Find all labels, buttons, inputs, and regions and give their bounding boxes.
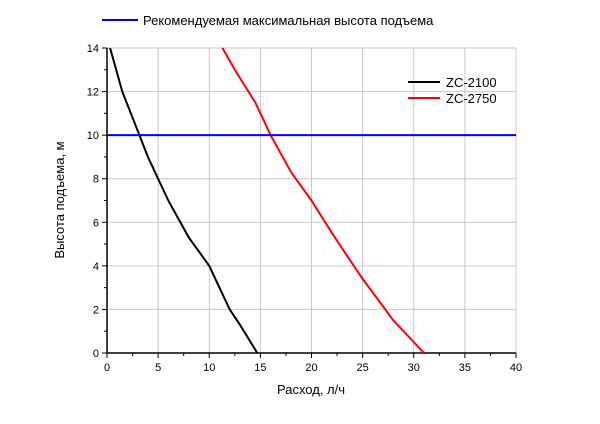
y-tick-label: 6: [93, 217, 99, 229]
series-line-zc2750: [221, 47, 425, 354]
x-axis-title: Расход, л/ч: [277, 382, 345, 397]
y-tick-label: 10: [87, 130, 99, 142]
x-tick-label: 40: [510, 362, 522, 374]
y-tick-label: 2: [93, 304, 99, 316]
y-tick-label: 8: [93, 174, 99, 186]
series-legend-label-zc2100: ZC-2100: [446, 75, 497, 90]
x-tick-label: 25: [357, 362, 369, 374]
y-tick-label: 14: [87, 43, 99, 55]
y-tick-label: 4: [93, 261, 99, 273]
x-tick-label: 30: [408, 362, 420, 374]
reference-line-legend-label: Рекомендуемая максимальная высота подъем…: [143, 13, 434, 28]
x-tick-label: 35: [459, 362, 471, 374]
axes: 0 5 10 15 20 25 30 35 40 0 2 4 6 8 10 12 14: [87, 43, 522, 374]
y-tick-label: 12: [87, 87, 99, 99]
series-line-zc2100: [109, 47, 259, 354]
x-tick-label: 10: [203, 362, 215, 374]
y-tick-label: 0: [93, 348, 99, 360]
inner-legend: ZC-2100 ZC-2750: [408, 75, 497, 106]
x-tick-label: 20: [305, 362, 317, 374]
series-legend-label-zc2750: ZC-2750: [446, 91, 497, 106]
x-tick-label: 5: [155, 362, 161, 374]
data-series: [107, 47, 516, 354]
y-axis-title: Высота подъема, м: [52, 141, 67, 258]
x-tick-label: 0: [104, 362, 110, 374]
x-tick-label: 15: [254, 362, 266, 374]
top-legend: Рекомендуемая максимальная высота подъем…: [102, 13, 434, 28]
